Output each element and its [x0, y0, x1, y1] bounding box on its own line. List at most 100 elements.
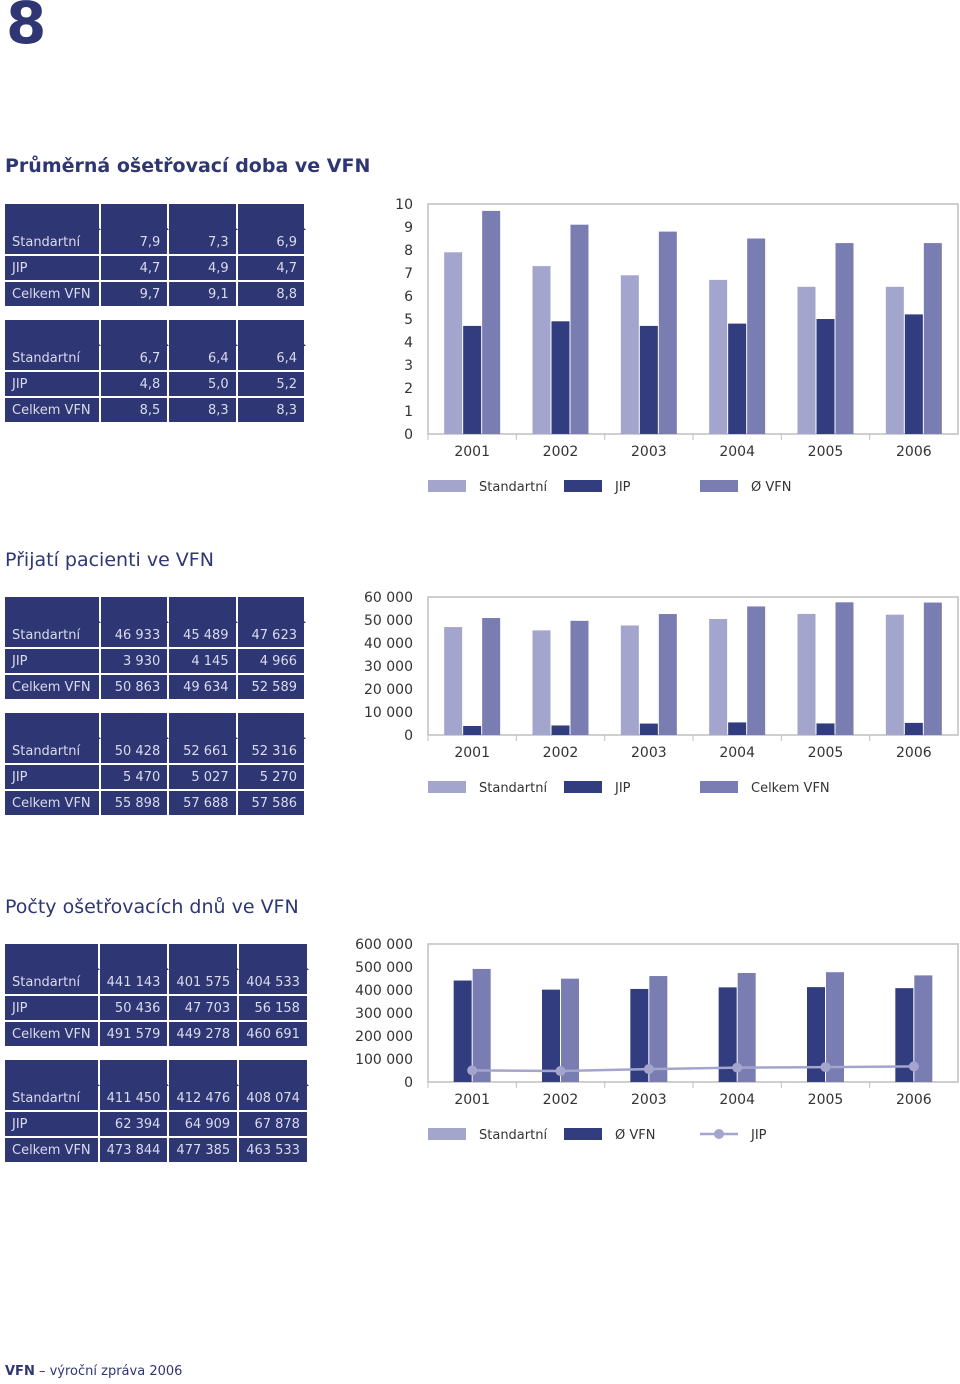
bar [639, 325, 658, 434]
section-title-avg-stay: Průměrná ošetřovací doba ve VFN [5, 155, 371, 177]
bar [728, 323, 747, 434]
bar [747, 606, 766, 735]
table-row: JIP 50 436 47 703 56 158 [5, 996, 309, 1022]
table-cell: 3 930 [100, 649, 170, 675]
table-avg-stay: 2001 2002 2003 Standartní 7,9 7,3 6,9 JIP 4,7 4,9… [5, 204, 306, 424]
header-empty-cell [5, 204, 101, 230]
table-row: Celkem VFN 9,7 9,1 8,8 [5, 282, 306, 308]
bar [718, 987, 737, 1082]
legend-label: Ø VFN [615, 1128, 655, 1143]
table-cell: 408 074 [239, 1086, 309, 1112]
footer-org: VFN [5, 1364, 35, 1379]
y-tick-label: 600 000 [355, 937, 413, 953]
bar [835, 602, 854, 735]
table-cell: 49 634 [169, 675, 238, 701]
bar [482, 618, 501, 735]
x-tick-label: 2003 [631, 1092, 667, 1108]
y-tick-label: 5 [404, 312, 413, 328]
x-tick-label: 2001 [454, 1092, 490, 1108]
row-label: Standartní [5, 346, 101, 372]
year-header: 2004 [100, 320, 170, 346]
footer-text: výroční zpráva 2006 [49, 1364, 183, 1379]
header-empty-cell [5, 320, 101, 346]
year-header: 2001 [99, 944, 170, 970]
table-admitted: 2001 2002 2003 Standartní 46 933 45 489 47 623… [5, 597, 306, 817]
row-label: JIP [5, 765, 101, 791]
bar [620, 625, 639, 735]
table-cell: 491 579 [99, 1022, 170, 1048]
year-header: 2003 [237, 204, 306, 230]
table-spacer [5, 701, 306, 713]
table-cell: 5,0 [169, 372, 238, 398]
table-cell: 460 691 [239, 1022, 309, 1048]
y-tick-label: 30 000 [364, 659, 413, 675]
bar [630, 988, 649, 1082]
table-cell: 8,8 [237, 282, 306, 308]
bar [709, 279, 728, 434]
table-row: JIP 4,7 4,9 4,7 [5, 256, 306, 282]
table-cell: 4,7 [237, 256, 306, 282]
year-header: 2005 [169, 320, 238, 346]
bar [658, 614, 677, 735]
row-label: Standartní [5, 623, 101, 649]
table-cell: 4,8 [100, 372, 170, 398]
footer-dash: – [38, 1364, 46, 1379]
table-row: Celkem VFN 491 579 449 278 460 691 [5, 1022, 309, 1048]
bar [639, 723, 658, 735]
bar [885, 286, 904, 434]
table-cell: 8,5 [100, 398, 170, 424]
legend-label: Standartní [479, 1128, 547, 1143]
row-label: Standartní [5, 739, 101, 765]
table-cell: 57 688 [169, 791, 238, 817]
table-cell: 6,4 [169, 346, 238, 372]
bar [551, 725, 570, 735]
year-header: 2006 [239, 1060, 309, 1086]
table-cell: 7,3 [169, 230, 238, 256]
table-header-row: 2001 2002 2003 [5, 597, 306, 623]
legend-label: JIP [614, 781, 631, 796]
y-tick-label: 50 000 [364, 613, 413, 629]
table-spacer [5, 308, 306, 320]
table-header-row: 2001 2002 2003 [5, 944, 309, 970]
table-cell: 449 278 [169, 1022, 240, 1048]
table-row: Standartní 50 428 52 661 52 316 [5, 739, 306, 765]
year-header: 2002 [169, 204, 238, 230]
table-row: Celkem VFN 8,5 8,3 8,3 [5, 398, 306, 424]
legend-swatch [700, 781, 738, 793]
bar [463, 725, 482, 735]
x-tick-label: 2006 [896, 745, 932, 761]
bar [532, 266, 551, 434]
year-header: 2003 [237, 597, 306, 623]
x-tick-label: 2003 [631, 444, 667, 460]
table-cell: 477 385 [169, 1138, 240, 1164]
year-header: 2005 [169, 713, 238, 739]
bar [904, 314, 923, 434]
year-header: 2006 [237, 713, 306, 739]
table-cell: 8,3 [237, 398, 306, 424]
x-tick-label: 2002 [543, 745, 579, 761]
bar [904, 722, 923, 735]
y-tick-label: 8 [404, 243, 413, 259]
legend-label: Celkem VFN [751, 781, 830, 796]
table-cell: 4 145 [169, 649, 238, 675]
year-header: 2001 [100, 597, 170, 623]
plot-frame [427, 943, 959, 1083]
table-cell: 50 428 [100, 739, 170, 765]
row-label: JIP [5, 1112, 100, 1138]
table-cell: 55 898 [100, 791, 170, 817]
line-point [820, 1062, 831, 1073]
bar [551, 321, 570, 434]
row-label: Celkem VFN [5, 1022, 100, 1048]
bar [737, 973, 756, 1082]
table-cell: 57 586 [237, 791, 306, 817]
row-label: JIP [5, 649, 101, 675]
y-tick-label: 0 [404, 427, 413, 443]
legend-point-swatch [714, 1129, 724, 1139]
table-row: Celkem VFN 473 844 477 385 463 533 [5, 1138, 309, 1164]
table-cell: 50 436 [99, 996, 170, 1022]
year-header: 2004 [99, 1060, 170, 1086]
y-tick-label: 10 [395, 197, 413, 213]
y-tick-label: 200 000 [355, 1029, 413, 1045]
table-cell: 5 470 [100, 765, 170, 791]
line-point [555, 1066, 566, 1077]
